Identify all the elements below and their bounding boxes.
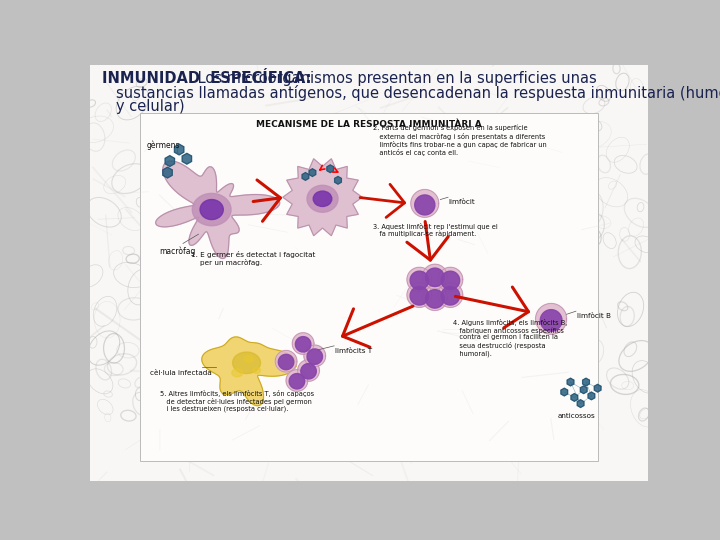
Text: 4. Alguns limfòcits, els limfòcits B,
   fabriquen anticossos específics
   cont: 4. Alguns limfòcits, els limfòcits B, fa… (453, 319, 567, 357)
Text: limfòcit: limfòcit (448, 199, 474, 205)
Text: sustancias llamadas antígenos, que desencadenan la respuesta inmunitaria (humora: sustancias llamadas antígenos, que desen… (116, 85, 720, 101)
Polygon shape (163, 167, 172, 178)
Text: anticossos: anticossos (558, 413, 595, 419)
Polygon shape (283, 159, 362, 235)
Polygon shape (561, 388, 567, 396)
Polygon shape (279, 354, 294, 370)
Polygon shape (335, 177, 341, 184)
Polygon shape (407, 283, 432, 307)
Bar (140, 113, 598, 461)
Polygon shape (202, 337, 297, 406)
Polygon shape (295, 336, 311, 352)
Polygon shape (580, 386, 587, 394)
Polygon shape (438, 267, 463, 292)
Polygon shape (423, 264, 447, 289)
Ellipse shape (253, 368, 261, 373)
Text: 2. Parts del germon s'exposen en la superfície
   externa del macròfag i són pre: 2. Parts del germon s'exposen en la supe… (373, 125, 546, 156)
Text: INMUNIDAD  ESPECÍFICA:: INMUNIDAD ESPECÍFICA: (102, 71, 311, 86)
Polygon shape (594, 384, 601, 392)
Polygon shape (423, 286, 447, 310)
Polygon shape (415, 195, 435, 215)
Polygon shape (540, 309, 562, 331)
Ellipse shape (233, 352, 261, 374)
Polygon shape (297, 360, 320, 381)
Polygon shape (327, 165, 333, 173)
Polygon shape (307, 349, 323, 365)
Polygon shape (304, 345, 325, 367)
Polygon shape (410, 271, 428, 289)
Polygon shape (286, 370, 307, 392)
Text: gèrmens: gèrmens (147, 140, 181, 150)
Polygon shape (165, 156, 174, 166)
Polygon shape (182, 153, 192, 164)
Polygon shape (536, 303, 567, 334)
Polygon shape (577, 400, 584, 408)
Polygon shape (275, 350, 297, 372)
Ellipse shape (192, 193, 231, 226)
Polygon shape (438, 283, 463, 307)
Text: cèl·lula infectada: cèl·lula infectada (150, 370, 212, 376)
Polygon shape (407, 267, 432, 292)
Ellipse shape (313, 191, 332, 206)
Polygon shape (302, 173, 309, 180)
Polygon shape (588, 392, 595, 400)
Text: Los microorganismos presentan en la superficies unas: Los microorganismos presentan en la supe… (193, 71, 597, 86)
Text: macròfag: macròfag (160, 247, 196, 256)
Polygon shape (426, 289, 444, 308)
Text: MECANISME DE LA RESPOSTA IMMUNITÀRI A: MECANISME DE LA RESPOSTA IMMUNITÀRI A (256, 120, 482, 129)
Polygon shape (582, 378, 590, 386)
Polygon shape (426, 268, 444, 287)
Text: 1. E germer és detectat i fagocitat
    per un macròfag.: 1. E germer és detectat i fagocitat per … (191, 251, 315, 266)
Polygon shape (410, 287, 428, 305)
Ellipse shape (307, 185, 338, 212)
Polygon shape (289, 374, 305, 389)
Text: 5. Altres limfòcits, els limfòcits T, són capaços
   de detectar cèl·lules infec: 5. Altres limfòcits, els limfòcits T, só… (160, 390, 314, 413)
Text: 3. Aquest limfòcit rep l'estimul que el
   fa multiplicar-se ràpidament.: 3. Aquest limfòcit rep l'estimul que el … (373, 222, 498, 237)
Polygon shape (292, 333, 314, 354)
Ellipse shape (200, 200, 223, 220)
Polygon shape (156, 161, 280, 259)
Polygon shape (567, 378, 574, 386)
Text: limfòcit B: limfòcit B (577, 313, 611, 319)
Ellipse shape (232, 369, 243, 377)
Polygon shape (174, 144, 184, 155)
Polygon shape (441, 287, 459, 305)
Polygon shape (571, 394, 577, 401)
Text: limfòcits T: limfòcits T (335, 348, 372, 354)
Ellipse shape (244, 355, 253, 362)
Polygon shape (441, 271, 459, 289)
Polygon shape (309, 168, 316, 177)
Polygon shape (301, 363, 316, 379)
Text: y celular): y celular) (116, 99, 184, 114)
Polygon shape (411, 190, 438, 217)
